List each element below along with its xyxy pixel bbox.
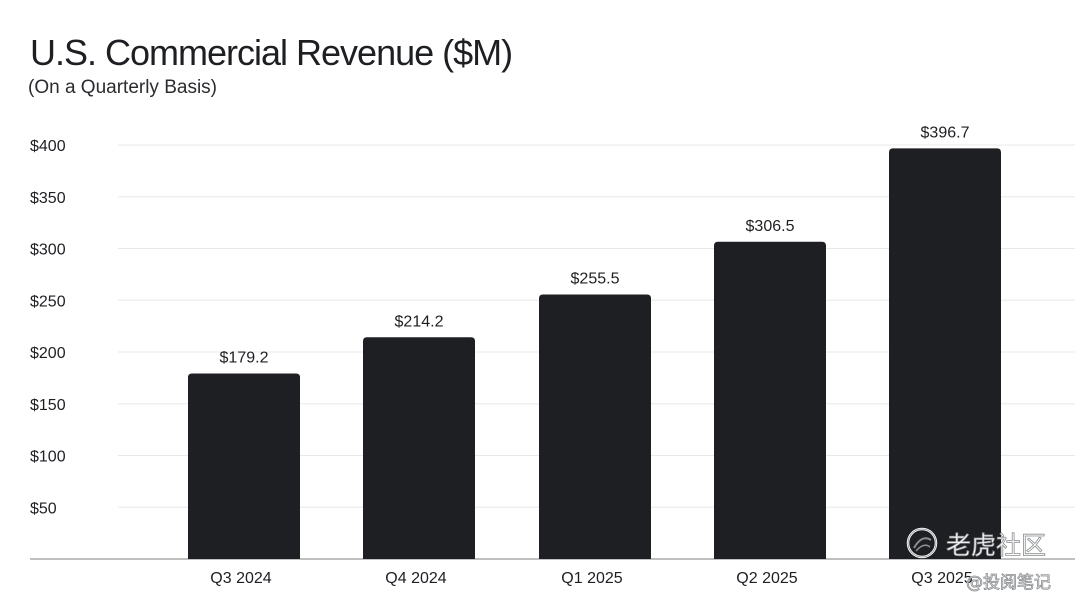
watermark: 老虎社区 @投阅笔记 bbox=[906, 527, 1051, 593]
x-category-label: Q3 2025 bbox=[911, 570, 972, 587]
chart-subtitle: (On a Quarterly Basis) bbox=[28, 77, 217, 98]
watermark-handle: @投阅笔记 bbox=[966, 573, 1051, 593]
y-tick-label: $100 bbox=[30, 449, 66, 466]
data-label: $255.5 bbox=[571, 271, 620, 288]
chart-title: U.S. Commercial Revenue ($M) bbox=[30, 32, 513, 73]
x-category-label: Q3 2024 bbox=[210, 570, 271, 587]
y-tick-label: $300 bbox=[30, 242, 66, 259]
y-tick-label: $400 bbox=[30, 138, 66, 155]
x-category-label: Q1 2025 bbox=[561, 570, 622, 587]
y-tick-label: $250 bbox=[30, 293, 66, 310]
data-label: $306.5 bbox=[746, 218, 795, 235]
watermark-brand: 老虎社区 bbox=[946, 531, 1046, 560]
tiger-logo-icon bbox=[906, 527, 938, 559]
data-label: $214.2 bbox=[395, 313, 444, 330]
bar bbox=[363, 337, 475, 559]
y-tick-label: $350 bbox=[30, 190, 66, 207]
bar bbox=[714, 241, 826, 559]
data-label: $179.2 bbox=[220, 350, 269, 367]
bar bbox=[889, 148, 1001, 559]
data-label: $396.7 bbox=[921, 124, 970, 141]
y-tick-label: $150 bbox=[30, 397, 66, 414]
bar bbox=[188, 373, 300, 559]
x-category-label: Q2 2025 bbox=[736, 570, 797, 587]
y-tick-label: $50 bbox=[30, 500, 57, 517]
x-category-label: Q4 2024 bbox=[385, 570, 446, 587]
y-tick-label: $200 bbox=[30, 345, 66, 362]
bar bbox=[539, 294, 651, 559]
